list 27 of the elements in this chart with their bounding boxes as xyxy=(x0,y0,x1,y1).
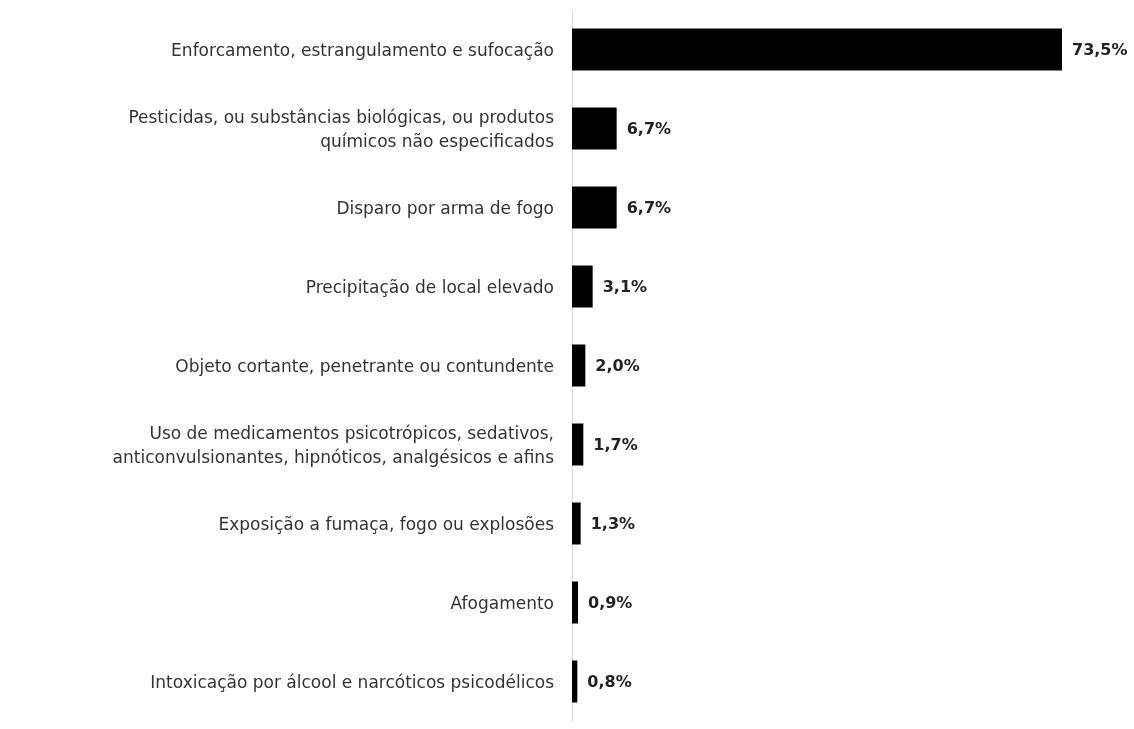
data-label: 1,7% xyxy=(593,435,638,454)
data-label: 2,0% xyxy=(595,356,640,375)
data-label: 0,9% xyxy=(588,593,633,612)
bar xyxy=(572,265,593,308)
bar xyxy=(572,107,617,150)
data-label: 6,7% xyxy=(626,198,672,217)
y-tick-label: Disparo por arma de fogo xyxy=(336,197,554,218)
y-tick-label: Uso de medicamentos psicotrópicos, sedativos, anticonvulsionantes, hipnóticos, analgésicos e afins xyxy=(112,422,555,467)
bar xyxy=(572,344,586,387)
bar xyxy=(572,581,578,624)
bar xyxy=(572,423,584,466)
y-tick-label: Enforcamento, estrangulamento e sufocação xyxy=(171,39,554,60)
y-tick-label: Objeto cortante, penetrante ou contundente xyxy=(175,355,554,376)
data-label: 73,5% xyxy=(1072,40,1128,59)
y-tick-label: Intoxicação por álcool e narcóticos psicodélicos xyxy=(150,671,555,692)
data-label: 1,3% xyxy=(590,514,636,533)
data-label: 3,1% xyxy=(602,277,648,296)
bar xyxy=(572,28,1062,71)
y-tick-label: Exposição a fumaça, fogo ou explosões xyxy=(218,513,555,534)
y-tick-label: Pesticidas, ou substâncias biológicas, ou produtos químicos não especificados xyxy=(128,106,555,151)
bar xyxy=(572,660,578,703)
data-label: 0,8% xyxy=(587,672,632,691)
y-tick-label: Afogamento xyxy=(450,592,554,613)
bar xyxy=(572,502,581,545)
y-tick-label: Precipitação de local elevado xyxy=(305,276,554,297)
data-label: 6,7% xyxy=(626,119,672,138)
bar xyxy=(572,186,617,229)
